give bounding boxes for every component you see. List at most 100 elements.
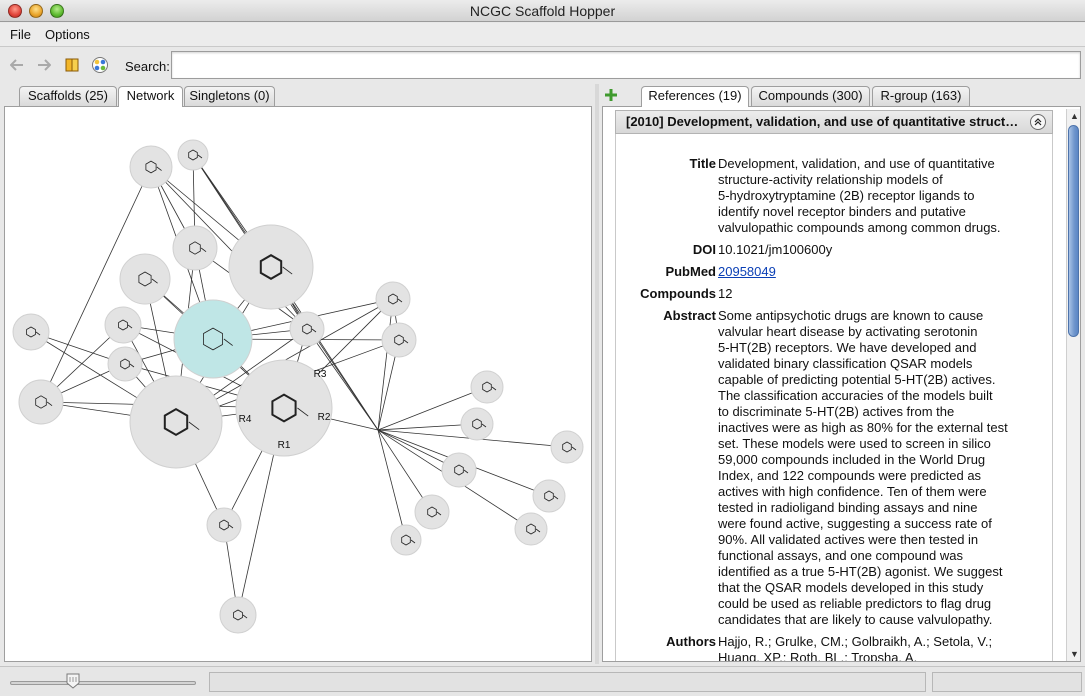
scaffold-node-circle[interactable] [173, 299, 253, 379]
network-layout-icon[interactable] [91, 56, 109, 74]
molecule-bond [223, 338, 233, 346]
molecule-bond [46, 401, 53, 407]
scaffold-node-circle[interactable] [441, 452, 477, 488]
doi-label: DOI [692, 242, 716, 257]
tab-scaffolds[interactable]: Scaffolds (25) [19, 86, 117, 106]
scaffold-node-circle[interactable] [460, 407, 494, 441]
compounds-value: 12 [718, 286, 733, 301]
scaffold-node[interactable] [390, 524, 422, 556]
scaffold-node[interactable] [107, 346, 143, 382]
scaffold-node-circle[interactable] [289, 311, 325, 347]
zoom-slider-thumb[interactable] [66, 673, 80, 689]
scaffold-node[interactable] [289, 311, 325, 347]
scaffold-node[interactable] [18, 379, 64, 425]
scaffold-node[interactable] [206, 507, 242, 543]
split-pane-divider[interactable] [595, 84, 599, 664]
molecule-ring-icon [120, 358, 130, 370]
molecule-ring-icon [271, 393, 297, 423]
scaffold-node-circle[interactable] [219, 596, 257, 634]
scaffold-node-circle[interactable] [107, 346, 143, 382]
scaffold-node-circle[interactable] [390, 524, 422, 556]
abstract-line: tested in radioligand binding assays and… [718, 500, 978, 515]
forward-arrow-icon[interactable] [35, 56, 53, 74]
reference-header-text: [2010] Development, validation, and use … [626, 114, 1019, 129]
book-icon[interactable] [63, 56, 81, 74]
tab-singletons[interactable]: Singletons (0) [184, 86, 275, 106]
close-window-button[interactable] [8, 4, 22, 18]
collapse-icon[interactable] [1030, 114, 1046, 130]
scaffold-node-circle[interactable] [119, 253, 171, 305]
molecule-bond [553, 495, 559, 500]
scaffold-node-circle[interactable] [129, 145, 173, 189]
scaffold-node-circle[interactable] [375, 281, 411, 317]
scaffold-node[interactable] [104, 306, 142, 344]
scaffold-node-circle[interactable] [414, 494, 450, 530]
scaffold-node[interactable] [414, 494, 450, 530]
molecule-bond [242, 614, 248, 619]
title-value: Development, validation, and use of quan… [718, 156, 1043, 236]
menu-file[interactable]: File [10, 27, 31, 42]
zoom-slider-track[interactable] [10, 681, 196, 685]
scaffold-node[interactable] [129, 145, 173, 189]
abstract-line: actives with high confidence. Ten of the… [718, 484, 987, 499]
pubmed-link[interactable]: 20958049 [718, 264, 776, 279]
minimize-window-button[interactable] [29, 4, 43, 18]
scaffold-node[interactable] [177, 139, 209, 171]
tab-compounds[interactable]: Compounds (300) [751, 86, 870, 106]
scaffold-node[interactable] [12, 313, 50, 351]
scaffold-node[interactable] [514, 512, 548, 546]
scaffold-node-circle[interactable] [532, 479, 566, 513]
scaffold-node-circle[interactable] [470, 370, 504, 404]
scaffold-node[interactable] [441, 452, 477, 488]
scaffold-node[interactable] [129, 375, 223, 469]
scaffold-node[interactable] [381, 322, 417, 358]
scaffold-node[interactable] [173, 299, 253, 379]
scaffold-node[interactable] [119, 253, 171, 305]
scaffold-node-circle[interactable] [12, 313, 50, 351]
title-line: identify novel receptor binders and puta… [718, 204, 966, 219]
scaffold-node-circle[interactable] [104, 306, 142, 344]
scaffold-node[interactable] [172, 225, 218, 271]
scaffold-node[interactable] [235, 359, 333, 457]
add-icon[interactable] [603, 87, 619, 103]
abstract-line: 90%. All validated actives were then tes… [718, 532, 979, 547]
tab-r-group[interactable]: R-group (163) [872, 86, 970, 106]
scaffold-node-circle[interactable] [235, 359, 333, 457]
scrollbar-thumb[interactable] [1068, 125, 1079, 337]
search-input[interactable] [171, 51, 1081, 79]
scaffold-node[interactable] [375, 281, 411, 317]
scaffold-node-circle[interactable] [550, 430, 584, 464]
scaffold-node[interactable] [460, 407, 494, 441]
scroll-down-icon[interactable]: ▼ [1070, 649, 1079, 659]
scaffold-node-circle[interactable] [177, 139, 209, 171]
zoom-window-button[interactable] [50, 4, 64, 18]
scroll-up-icon[interactable]: ▲ [1070, 111, 1079, 121]
back-arrow-icon[interactable] [8, 56, 26, 74]
tab-references[interactable]: References (19) [641, 86, 749, 107]
network-graph[interactable]: R1 R2 R3 R4 [5, 107, 591, 661]
abstract-line: set. These models were used to screen in… [718, 436, 991, 451]
molecule-ring-icon [188, 149, 198, 161]
scaffold-node[interactable] [228, 224, 314, 310]
scaffold-node[interactable] [550, 430, 584, 464]
scaffold-node[interactable] [470, 370, 504, 404]
scaffold-network-view[interactable]: R1 R2 R3 R4 [4, 106, 592, 662]
scaffold-node[interactable] [219, 596, 257, 634]
doi-value: 10.1021/jm100600y [718, 242, 833, 257]
molecule-ring-icon [401, 534, 411, 546]
reference-header[interactable]: [2010] Development, validation, and use … [615, 110, 1053, 134]
menu-options[interactable]: Options [45, 27, 90, 42]
scaffold-node-circle[interactable] [18, 379, 64, 425]
scaffold-node-circle[interactable] [514, 512, 548, 546]
authors-line: Huang, XP.; Roth, BL.; Tropsha, A. [718, 650, 918, 662]
scaffold-node-circle[interactable] [228, 224, 314, 310]
scaffold-node[interactable] [532, 479, 566, 513]
scaffold-node-circle[interactable] [206, 507, 242, 543]
molecule-ring-icon [138, 271, 152, 287]
vertical-scrollbar[interactable]: ▲ ▼ [1066, 109, 1080, 661]
tab-network[interactable]: Network [118, 86, 183, 107]
scaffold-node-circle[interactable] [381, 322, 417, 358]
scaffold-node-circle[interactable] [172, 225, 218, 271]
scaffold-node-circle[interactable] [129, 375, 223, 469]
molecule-bond [188, 421, 200, 431]
